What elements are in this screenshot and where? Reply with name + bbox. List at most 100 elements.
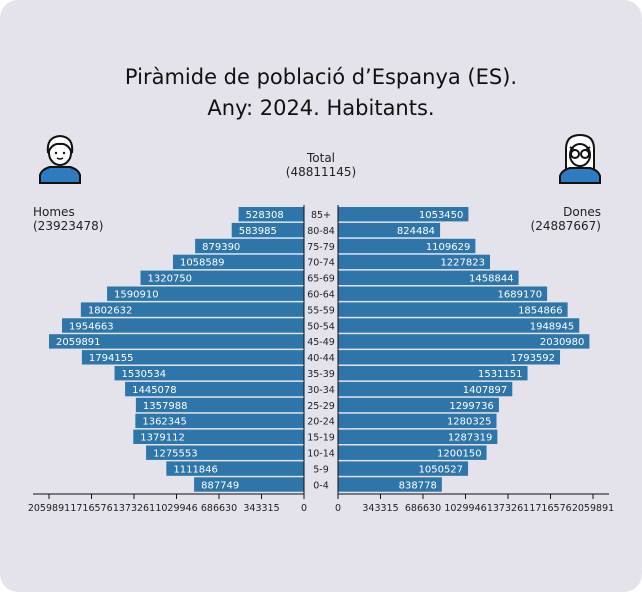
women-bar-label: 1407897 xyxy=(463,385,508,396)
women-bar xyxy=(338,413,497,429)
age-group-label: 35-39 xyxy=(307,369,335,380)
men-bar xyxy=(81,350,305,365)
women-bar-label: 1458844 xyxy=(469,274,514,285)
men-bar xyxy=(107,286,304,301)
age-group-label: 70-74 xyxy=(307,258,335,269)
age-group-label: 45-49 xyxy=(307,337,335,348)
men-bar-label: 1802632 xyxy=(88,305,133,316)
girl-with-glasses-avatar-icon xyxy=(559,133,601,184)
women-bar-label: 824484 xyxy=(397,226,435,237)
total-value: (48811145) xyxy=(285,165,357,179)
age-group-label: 25-29 xyxy=(307,401,335,412)
women-bar-label: 1299736 xyxy=(449,401,494,412)
women-bar-label: 1053450 xyxy=(419,210,464,221)
men-bar xyxy=(49,334,304,349)
men-bar xyxy=(125,381,304,397)
women-bar xyxy=(338,286,548,301)
men-bar xyxy=(166,461,304,476)
age-group-label: 65-69 xyxy=(307,274,335,285)
women-block: Dones (24887667) xyxy=(531,205,601,233)
men-bar-label: 1275553 xyxy=(153,449,198,460)
women-bar-label: 1948945 xyxy=(530,321,575,332)
men-bar xyxy=(140,270,304,285)
men-bar-label: 528308 xyxy=(246,210,284,221)
women-bar xyxy=(338,238,476,254)
men-x-tick-label: 1029946 xyxy=(155,503,197,514)
women-bar-label: 2030980 xyxy=(540,337,585,348)
men-bar xyxy=(62,318,304,333)
boy-avatar-icon xyxy=(39,134,81,184)
age-group-label: 30-34 xyxy=(307,385,335,396)
total-block: Total (48811145) xyxy=(0,151,642,179)
women-x-tick-label: 1029946 xyxy=(444,503,486,514)
men-bar-label: 1362345 xyxy=(142,417,187,428)
men-bar-label: 887749 xyxy=(201,480,239,491)
men-x-tick-label: 1373261 xyxy=(113,503,155,514)
age-group-label: 20-24 xyxy=(307,417,335,428)
men-bar-label: 1794155 xyxy=(89,353,134,364)
women-bar xyxy=(338,302,568,317)
men-bar-label: 1530534 xyxy=(122,369,167,380)
women-bar xyxy=(338,366,528,381)
men-block: Homes (23923478) xyxy=(33,205,103,233)
women-bar-label: 1050527 xyxy=(419,464,464,475)
chart-title: Piràmide de població d’Espanya (ES). Any… xyxy=(0,62,642,124)
women-bar xyxy=(338,381,513,397)
men-bar-label: 583985 xyxy=(239,226,277,237)
men-bar xyxy=(114,366,304,381)
men-bar xyxy=(194,477,304,492)
women-bar xyxy=(338,477,442,492)
age-group-label: 55-59 xyxy=(307,305,335,316)
age-group-label: 60-64 xyxy=(307,290,335,301)
women-bar-label: 1854866 xyxy=(518,305,563,316)
women-x-tick-label: 0 xyxy=(335,503,341,514)
men-x-tick-label: 0 xyxy=(301,503,307,514)
age-group-label: 85+ xyxy=(311,210,331,221)
men-bar xyxy=(231,222,304,238)
women-bar-label: 838778 xyxy=(399,480,437,491)
women-bar-label: 1109629 xyxy=(426,242,471,253)
men-bar xyxy=(135,413,304,429)
men-bar-label: 1320750 xyxy=(148,274,193,285)
men-bar xyxy=(135,397,304,413)
women-bar xyxy=(338,207,469,222)
men-bar xyxy=(80,302,304,317)
women-bar xyxy=(338,334,590,349)
men-bar-label: 879390 xyxy=(202,242,240,253)
title-line-1: Piràmide de població d’Espanya (ES). xyxy=(124,65,518,89)
age-group-label: 15-19 xyxy=(307,433,335,444)
women-bar xyxy=(338,254,490,270)
age-group-label: 80-84 xyxy=(307,226,335,237)
women-bar-label: 1531151 xyxy=(478,369,523,380)
women-x-tick-label: 1716576 xyxy=(529,503,571,514)
women-x-tick-label: 2059891 xyxy=(572,503,614,514)
age-group-label: 75-79 xyxy=(307,242,335,253)
age-group-label: 40-44 xyxy=(307,353,335,364)
men-total: (23923478) xyxy=(33,219,104,233)
men-label: Homes xyxy=(33,205,75,219)
women-bar xyxy=(338,350,561,365)
men-bar-label: 1357988 xyxy=(143,401,188,412)
men-bar-label: 1058589 xyxy=(180,258,225,269)
men-bar-label: 1445078 xyxy=(132,385,177,396)
women-bar xyxy=(338,270,519,285)
women-bar xyxy=(338,318,580,333)
women-bar-label: 1689170 xyxy=(498,290,543,301)
men-bar xyxy=(133,429,304,444)
age-group-label: 0-4 xyxy=(313,480,329,491)
women-x-tick-label: 1373261 xyxy=(487,503,529,514)
men-x-tick-label: 686630 xyxy=(201,503,237,514)
women-bar-label: 1793592 xyxy=(510,353,555,364)
men-bar-label: 1379112 xyxy=(140,433,185,444)
women-bar-label: 1227823 xyxy=(440,258,485,269)
women-label: Dones xyxy=(563,205,601,219)
women-bar-label: 1287319 xyxy=(448,433,493,444)
women-bar-label: 1200150 xyxy=(437,449,482,460)
age-group-label: 50-54 xyxy=(307,321,335,332)
men-x-tick-label: 2059891 xyxy=(28,503,70,514)
men-x-tick-label: 343315 xyxy=(243,503,279,514)
women-bar-label: 1280325 xyxy=(447,417,492,428)
men-bar xyxy=(172,254,304,270)
women-x-tick-label: 686630 xyxy=(405,503,441,514)
